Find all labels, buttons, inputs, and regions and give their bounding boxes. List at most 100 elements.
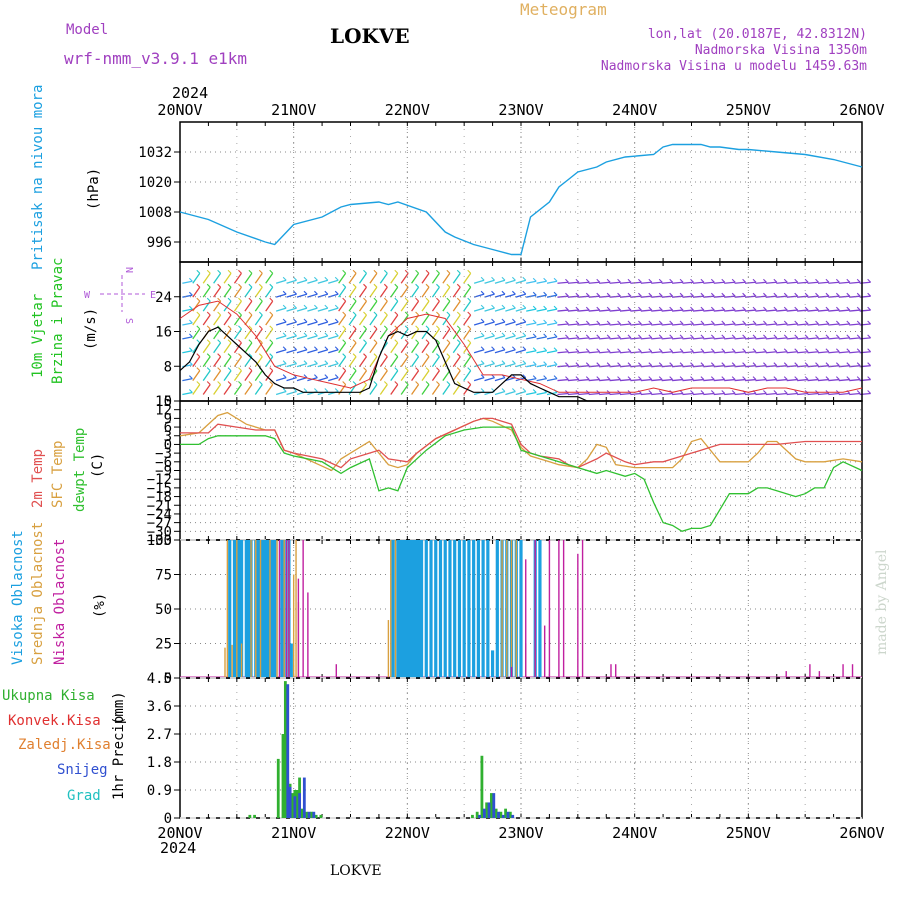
wind-barb bbox=[369, 272, 378, 284]
wind-barb-flag bbox=[383, 353, 388, 358]
wind-barb-flag bbox=[794, 292, 799, 297]
wind-barb-flag bbox=[553, 305, 558, 310]
wind-barb bbox=[515, 293, 526, 298]
wind-barb bbox=[358, 356, 368, 368]
wind-barb bbox=[776, 309, 788, 312]
wind-barb-flag bbox=[679, 320, 684, 325]
wind-barb bbox=[338, 286, 347, 298]
wind-barb-flag bbox=[248, 297, 253, 302]
wind-barb-flag bbox=[783, 390, 788, 394]
cloud-bar-low bbox=[785, 671, 787, 678]
wind-barb bbox=[755, 351, 767, 354]
wind-barb-flag bbox=[248, 353, 253, 358]
wind-barb-flag bbox=[700, 278, 705, 283]
wind-barb bbox=[640, 337, 652, 340]
wind-barb bbox=[421, 342, 430, 354]
wind-barb bbox=[307, 293, 318, 298]
wind-barb-flag bbox=[334, 318, 339, 323]
x-tick-top: 23NOV bbox=[498, 101, 543, 119]
wind-barb bbox=[776, 378, 788, 382]
wind-barb-flag bbox=[773, 334, 778, 339]
wind-barb-flag bbox=[282, 346, 287, 351]
wind-barb bbox=[328, 307, 339, 312]
legend-snow: Snijeg bbox=[57, 762, 108, 778]
wind-barb-flag bbox=[324, 360, 329, 365]
wind-barb-flag bbox=[258, 381, 263, 385]
cloud-bar-high bbox=[417, 540, 421, 678]
wind-barb bbox=[192, 384, 201, 395]
wind-barb-flag bbox=[617, 306, 621, 311]
cloud-bar-low bbox=[562, 540, 565, 678]
wind-barb bbox=[817, 378, 830, 382]
wind-barb-flag bbox=[565, 320, 569, 325]
wind-ylabel-2: Brzina i Pravac bbox=[50, 258, 66, 384]
wind-barb-flag bbox=[627, 376, 632, 380]
wind-barb-flag bbox=[501, 346, 506, 351]
wind-barb-flag bbox=[658, 390, 663, 394]
wind-barb bbox=[703, 351, 715, 354]
wind-barb bbox=[307, 363, 318, 368]
wind-barb bbox=[765, 309, 777, 312]
wind-barb-flag bbox=[596, 306, 601, 311]
wind-barb-flag bbox=[352, 283, 357, 288]
cloud-bar-high bbox=[280, 540, 284, 678]
wind-barb bbox=[703, 295, 715, 298]
wind-barb-flag bbox=[731, 348, 736, 353]
wind-barb bbox=[411, 356, 420, 368]
wind-barb bbox=[817, 295, 830, 298]
wind-barb bbox=[484, 349, 495, 354]
cloud-bar-high bbox=[495, 540, 499, 678]
wind-barb bbox=[546, 294, 558, 298]
wind-barb-flag bbox=[415, 297, 419, 302]
wind-barb bbox=[473, 279, 485, 284]
wind-barb-flag bbox=[238, 269, 242, 274]
wind-barb bbox=[463, 370, 472, 381]
wind-barb bbox=[526, 294, 537, 298]
wind-barb bbox=[630, 309, 642, 312]
wind-barb-flag bbox=[856, 348, 861, 353]
wind-barb-flag bbox=[342, 269, 347, 274]
wind-barb-flag bbox=[846, 362, 851, 367]
precip-bar-snow bbox=[298, 793, 302, 818]
wind-barb-flag bbox=[363, 353, 367, 358]
wind-barb-flag bbox=[425, 353, 430, 358]
wind-barb-flag bbox=[314, 374, 318, 378]
wind-barb bbox=[463, 300, 472, 312]
wind-barb bbox=[494, 390, 506, 396]
cloud-bar-high bbox=[476, 540, 480, 678]
wind-barb-flag bbox=[480, 374, 485, 378]
wind-barb-flag bbox=[248, 269, 253, 274]
wind-barb-flag bbox=[511, 346, 516, 351]
wind-barb bbox=[651, 392, 663, 396]
wind-barb-flag bbox=[303, 332, 308, 337]
wind-barb bbox=[358, 272, 368, 284]
x-tick-top: 20NOV bbox=[157, 101, 202, 119]
wind-barb bbox=[390, 384, 399, 395]
x-tick-bottom: 26NOV bbox=[839, 824, 884, 842]
wind-barb-flag bbox=[856, 376, 861, 380]
wind-barb bbox=[807, 295, 819, 298]
wind-barb bbox=[400, 328, 409, 340]
wind-barb-flag bbox=[773, 278, 778, 283]
wind-barb-flag bbox=[334, 360, 339, 365]
wind-barb-flag bbox=[575, 334, 580, 339]
wind-barb bbox=[546, 336, 558, 340]
wind-barb bbox=[400, 356, 409, 368]
wind-barb bbox=[546, 350, 558, 354]
x-tick-top: 21NOV bbox=[271, 101, 316, 119]
wind-barb-flag bbox=[352, 353, 357, 358]
wind-barb-flag bbox=[543, 319, 548, 324]
wind-barb bbox=[526, 391, 537, 396]
wind-barb bbox=[797, 337, 809, 340]
wind-barb-flag bbox=[314, 388, 318, 392]
wind-barb bbox=[244, 342, 253, 354]
wind-barb bbox=[744, 281, 757, 284]
wind-barb bbox=[599, 309, 611, 312]
wind-barb bbox=[546, 364, 558, 368]
wind-barb-flag bbox=[436, 269, 440, 274]
wind-barb-flag bbox=[363, 311, 367, 316]
wind-barb bbox=[192, 272, 201, 284]
wind-barb-flag bbox=[617, 362, 621, 367]
wind-barb bbox=[265, 286, 274, 298]
wind-barb-flag bbox=[303, 360, 308, 365]
